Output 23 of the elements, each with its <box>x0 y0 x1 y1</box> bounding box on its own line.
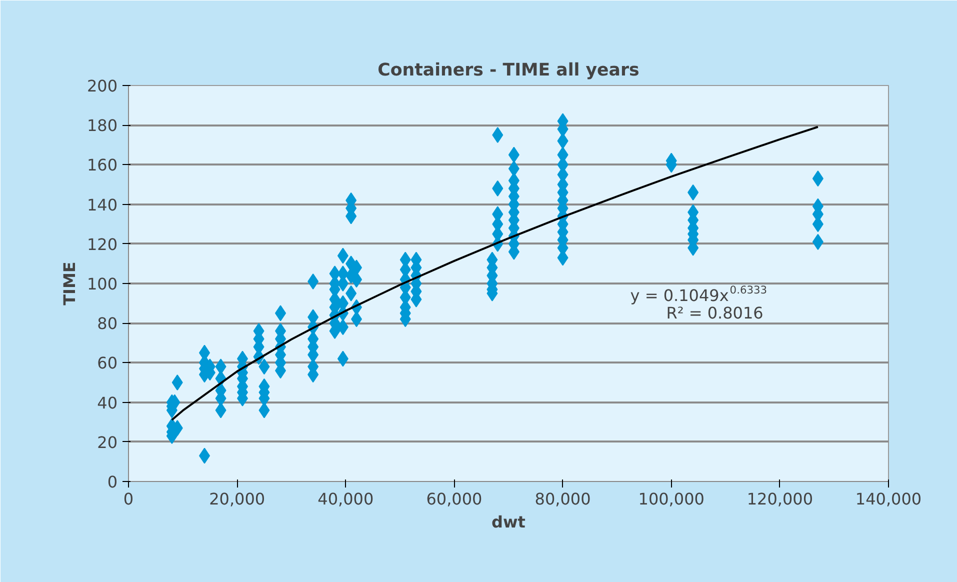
y-tick-label: 140 <box>86 195 118 214</box>
y-tick-label: 160 <box>86 156 118 175</box>
annotation: R² = 0.8016 <box>666 304 764 323</box>
y-tick-label: 200 <box>86 76 118 96</box>
x-tick-label: 120,000 <box>746 490 814 508</box>
x-axis-title: dwt <box>492 512 526 532</box>
x-tick-label: 80,000 <box>534 490 591 508</box>
x-tick-label: 60,000 <box>426 490 482 508</box>
chart-title: Containers - TIME all years <box>378 60 640 80</box>
y-tick-label: 60 <box>97 354 118 373</box>
y-tick-label: 20 <box>97 432 118 452</box>
x-tick-label: 100,000 <box>638 490 704 508</box>
y-tick-label: 100 <box>86 274 118 294</box>
y-tick-label: 120 <box>86 234 118 254</box>
y-axis-title: TIME <box>60 262 79 306</box>
y-tick-label: 40 <box>97 393 118 412</box>
x-tick-label: 140,000 <box>855 490 922 508</box>
x-tick-label: 40,000 <box>318 490 374 508</box>
y-tick-label: 180 <box>86 116 118 136</box>
y-tick-label: 80 <box>97 314 118 334</box>
y-tick-label: 0 <box>107 472 118 492</box>
x-tick-label: 0 <box>123 490 134 508</box>
x-tick-label: 20,000 <box>209 490 266 508</box>
